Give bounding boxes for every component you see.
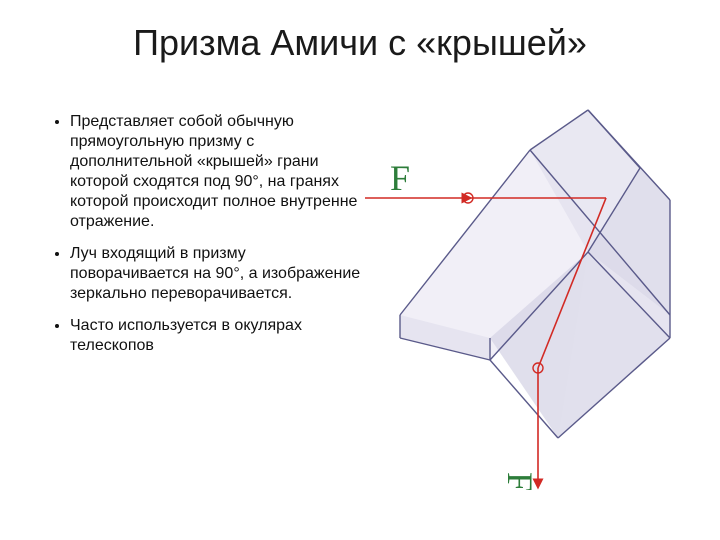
f-label-out: F xyxy=(500,472,540,490)
slide-body: Представляет собой обычную прямоугольную… xyxy=(52,112,362,368)
prism-svg: F F xyxy=(360,90,700,490)
slide: Призма Амичи с «крышей» Представляет соб… xyxy=(0,0,720,540)
f-label-in: F xyxy=(390,158,410,198)
bullet-item: Представляет собой обычную прямоугольную… xyxy=(70,112,362,232)
slide-title: Призма Амичи с «крышей» xyxy=(0,22,720,64)
bullet-list: Представляет собой обычную прямоугольную… xyxy=(52,112,362,356)
bullet-item: Луч входящий в призму поворачивается на … xyxy=(70,244,362,304)
prism-diagram: F F xyxy=(360,90,700,490)
bullet-item: Часто используется в окулярах телескопов xyxy=(70,316,362,356)
prism-faces xyxy=(400,110,670,438)
